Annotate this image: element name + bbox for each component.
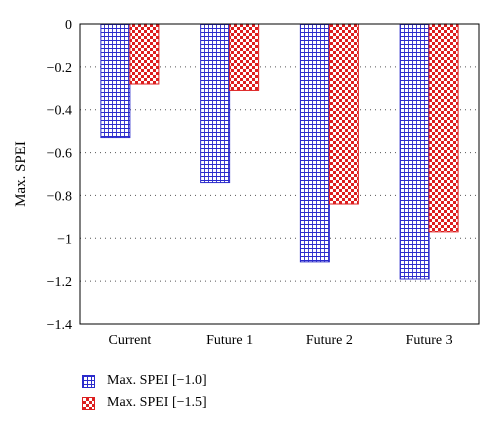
- y-tick-label: −1.4: [47, 318, 72, 333]
- y-tick-label: −0.8: [47, 189, 72, 204]
- y-tick-label: −0.6: [47, 147, 72, 162]
- x-tick-labels: Current Future 1 Future 2 Future 3: [108, 333, 452, 348]
- y-tick-label: 0: [65, 18, 72, 33]
- y-tick-label: −1: [57, 232, 72, 247]
- bar-1-future-2: [299, 23, 330, 263]
- y-tick-labels: 0 −0.2 −0.4 −0.6 −0.8 −1 −1.2 −1.4: [47, 18, 72, 333]
- legend-swatch-checker: [82, 396, 95, 410]
- bar-1-current: [100, 23, 131, 139]
- y-axis-title: Max. SPEI: [13, 141, 29, 207]
- x-tick-label: Future 1: [206, 333, 253, 348]
- bar-1-future-1: [200, 23, 231, 184]
- y-tick-label: −1.2: [47, 275, 72, 290]
- bar-2-future-3: [428, 23, 459, 233]
- bar-1-future-3: [399, 23, 430, 280]
- x-tick-label: Future 3: [406, 333, 453, 348]
- bar-2-current: [129, 23, 160, 85]
- x-tick-label: Current: [108, 333, 151, 348]
- legend-item-series-1: Max. SPEI [−1.0]: [82, 370, 207, 392]
- plot-frame: [79, 23, 480, 325]
- y-tick-label: −0.4: [47, 104, 72, 119]
- legend-item-series-2: Max. SPEI [−1.5]: [82, 392, 207, 414]
- legend-swatch-grid: [82, 374, 95, 388]
- bars: [100, 23, 459, 280]
- legend-label-series-2: Max. SPEI [−1.5]: [107, 395, 207, 410]
- legend: Max. SPEI [−1.0] Max. SPEI [−1.5]: [82, 370, 207, 414]
- y-tick-label: −0.2: [47, 61, 72, 76]
- legend-label-series-1: Max. SPEI [−1.0]: [107, 373, 207, 388]
- bar-2-future-1: [229, 23, 260, 91]
- bar-2-future-2: [328, 23, 359, 205]
- x-tick-label: Future 2: [306, 333, 353, 348]
